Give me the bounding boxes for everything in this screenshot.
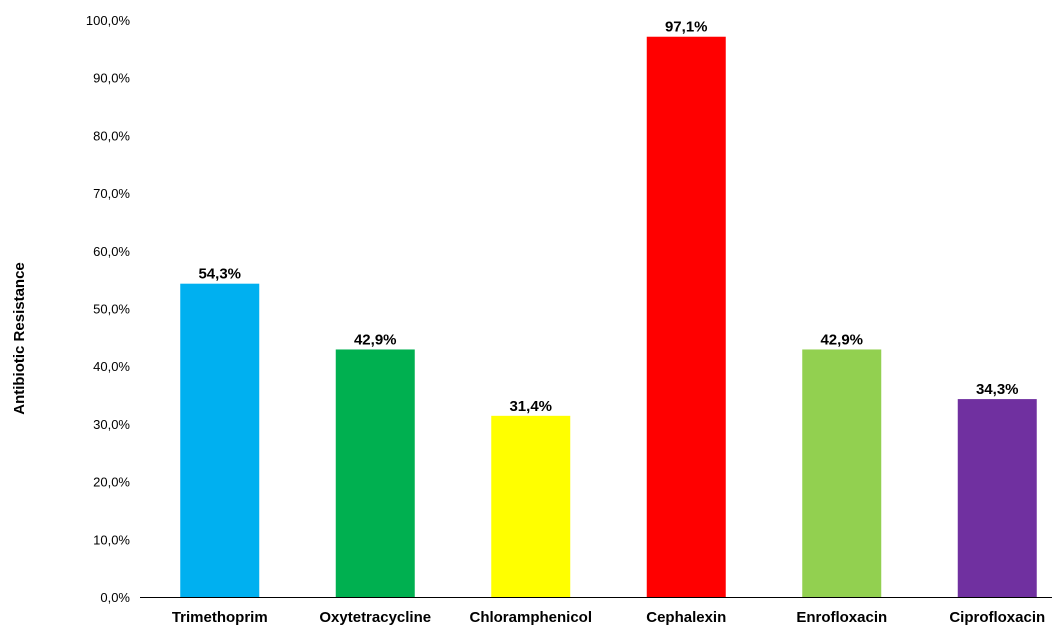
value-label-enrofloxacin: 42,9% — [820, 331, 863, 348]
bar-cephalexin — [646, 36, 726, 597]
bar-oxytetracycline — [335, 349, 415, 597]
category-label-chloramphenicol: Chloramphenicol — [469, 609, 592, 626]
category-label-ciprofloxacin: Ciprofloxacin — [949, 609, 1045, 626]
y-axis-ticks: 0,0% 10,0% 20,0% 30,0% 40,0% 50,0% 60,0% 70,0% 8… — [86, 13, 131, 605]
y-tick-label: 80,0% — [93, 128, 130, 143]
category-label-enrofloxacin: Enrofloxacin — [796, 609, 887, 626]
category-labels-group: Trimethoprim Oxytetracycline Chloramphenic… — [172, 609, 1045, 626]
y-tick-label: 70,0% — [93, 186, 130, 201]
value-label-cephalexin: 97,1% — [665, 19, 708, 36]
value-labels-group: 54,3% 42,9% 31,4% 97,1% 42,9% 34,3% — [198, 19, 1018, 415]
y-tick-label: 50,0% — [93, 302, 130, 317]
y-tick-label: 90,0% — [93, 71, 130, 86]
bar-ciprofloxacin — [957, 399, 1037, 597]
y-tick-label: 60,0% — [93, 244, 130, 259]
value-label-trimethoprim: 54,3% — [198, 266, 241, 283]
bar-enrofloxacin — [802, 349, 882, 597]
value-label-ciprofloxacin: 34,3% — [976, 381, 1019, 398]
category-label-trimethoprim: Trimethoprim — [172, 609, 268, 626]
bar-trimethoprim — [180, 283, 260, 597]
y-tick-label: 0,0% — [100, 590, 130, 605]
bars-group — [180, 36, 1037, 597]
y-tick-label: 10,0% — [93, 532, 130, 547]
y-tick-label: 20,0% — [93, 475, 130, 490]
category-label-cephalexin: Cephalexin — [646, 609, 726, 626]
value-label-oxytetracycline: 42,9% — [354, 331, 397, 348]
value-label-chloramphenicol: 31,4% — [509, 398, 552, 415]
bar-chloramphenicol — [491, 415, 571, 597]
y-axis-title: Antibiotic Resistance — [11, 262, 28, 415]
y-tick-label: 100,0% — [86, 13, 131, 28]
y-tick-label: 40,0% — [93, 359, 130, 374]
category-label-oxytetracycline: Oxytetracycline — [319, 609, 431, 626]
y-tick-label: 30,0% — [93, 417, 130, 432]
